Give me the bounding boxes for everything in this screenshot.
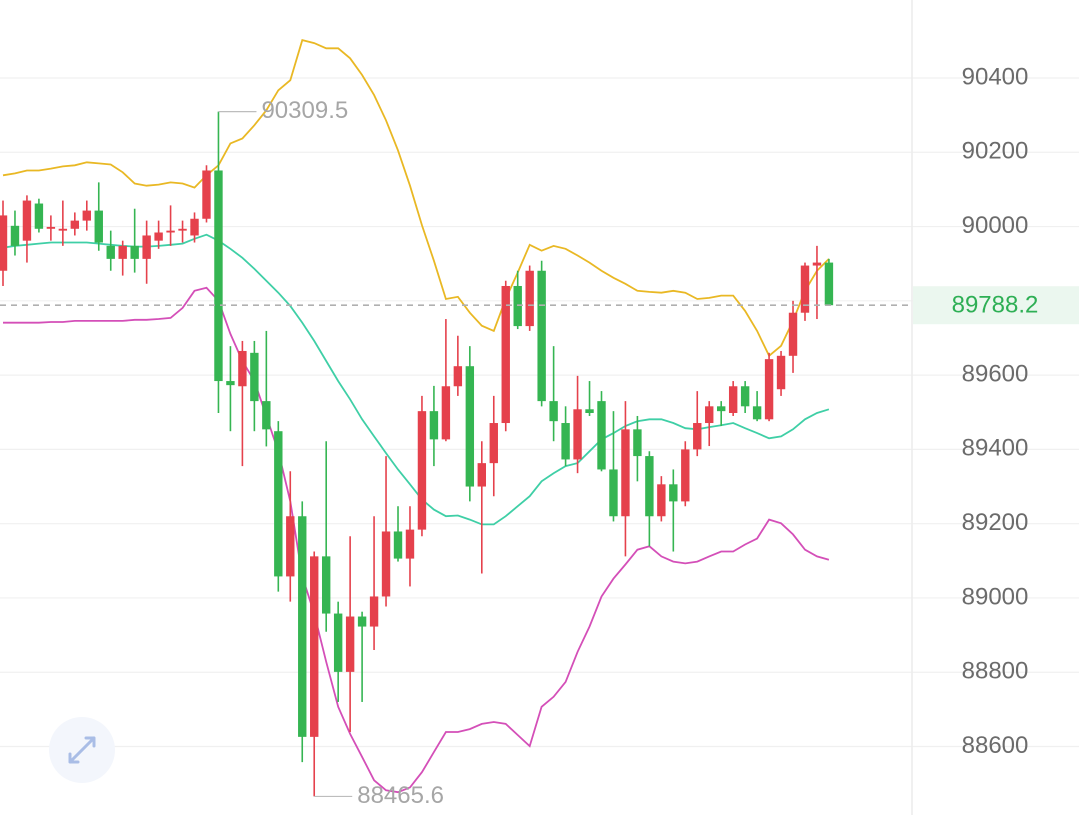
candle-body bbox=[525, 270, 534, 327]
y-tick-label: 90400 bbox=[962, 63, 1029, 90]
candle-body bbox=[681, 449, 690, 502]
candle-body bbox=[0, 215, 8, 271]
candle-body bbox=[800, 265, 810, 313]
candle-body bbox=[573, 409, 582, 460]
candle-body bbox=[417, 411, 427, 530]
candle-body bbox=[58, 228, 68, 231]
candle-body bbox=[621, 429, 630, 517]
candle-body bbox=[82, 210, 91, 221]
candle-body bbox=[585, 409, 594, 413]
candle-body bbox=[776, 355, 786, 390]
candle-body bbox=[154, 232, 163, 241]
y-tick-label: 88800 bbox=[962, 658, 1029, 685]
candle-body bbox=[106, 245, 115, 259]
candle-body bbox=[740, 386, 750, 407]
max-label: 90309.5 bbox=[261, 97, 348, 124]
candle-body bbox=[453, 366, 463, 387]
candle-body bbox=[70, 220, 80, 229]
band-line bbox=[2, 233, 830, 526]
candle-body bbox=[250, 352, 259, 402]
candle-body bbox=[597, 401, 606, 470]
bollinger-bands bbox=[2, 39, 830, 794]
candle-body bbox=[22, 200, 32, 241]
candle-body bbox=[46, 226, 56, 229]
y-tick-label: 89400 bbox=[962, 435, 1029, 462]
candles bbox=[0, 111, 834, 797]
candle-body bbox=[333, 613, 343, 672]
candle-body bbox=[477, 463, 486, 487]
candle-body bbox=[166, 230, 175, 233]
y-tick-label: 89200 bbox=[962, 509, 1029, 536]
candle-body bbox=[537, 270, 546, 402]
candle-body bbox=[717, 406, 726, 412]
candle-body bbox=[214, 170, 223, 382]
candle-body bbox=[393, 531, 403, 559]
candle-body bbox=[441, 386, 451, 440]
candle-body bbox=[130, 245, 139, 259]
candle-body bbox=[178, 228, 187, 231]
candle-body bbox=[728, 386, 738, 413]
candle-body bbox=[118, 245, 127, 259]
band-line bbox=[2, 39, 830, 358]
candle-body bbox=[202, 170, 211, 219]
y-tick-label: 88600 bbox=[962, 732, 1029, 759]
candle-body bbox=[226, 381, 235, 386]
candle-body bbox=[381, 531, 391, 597]
candle-body bbox=[321, 556, 331, 614]
candle-body bbox=[405, 529, 415, 559]
y-tick-label: 89600 bbox=[962, 360, 1029, 387]
expand-button[interactable] bbox=[49, 717, 115, 783]
candle-body bbox=[549, 401, 558, 422]
last-price-label: 89788.2 bbox=[952, 292, 1039, 319]
candle-body bbox=[345, 616, 355, 672]
candle-body bbox=[489, 423, 498, 464]
candle-body bbox=[10, 225, 20, 246]
grid bbox=[0, 77, 1079, 748]
candle-body bbox=[429, 411, 439, 440]
candle-body bbox=[609, 469, 618, 517]
candle-body bbox=[369, 596, 379, 627]
candle-body bbox=[94, 210, 103, 243]
band-line bbox=[3, 286, 830, 794]
candle-body bbox=[561, 423, 570, 460]
candle-body bbox=[788, 312, 798, 356]
candle-body bbox=[310, 556, 319, 737]
min-label: 88465.6 bbox=[357, 782, 444, 809]
candle-body bbox=[669, 484, 678, 502]
y-tick-label: 90200 bbox=[962, 138, 1029, 165]
candle-body bbox=[645, 456, 654, 517]
last-price-bg bbox=[913, 286, 1079, 325]
candle-body bbox=[693, 423, 702, 450]
candle-body bbox=[501, 285, 510, 424]
candle-body bbox=[764, 359, 774, 420]
candle-body bbox=[705, 406, 714, 424]
annotations: 90309.5 88465.6 bbox=[0, 97, 912, 809]
candle-body bbox=[824, 262, 834, 306]
candle-body bbox=[34, 203, 44, 229]
candle-body bbox=[274, 431, 283, 577]
candle-body bbox=[752, 406, 762, 420]
candle-body bbox=[262, 401, 271, 430]
candle-body bbox=[298, 516, 307, 737]
candle-body bbox=[286, 516, 295, 577]
candle-body bbox=[633, 429, 642, 457]
candle-body bbox=[513, 285, 522, 327]
candle-body bbox=[812, 262, 822, 266]
y-axis: 8860088800890008920089400896008980090000… bbox=[913, 63, 1079, 759]
candle-body bbox=[142, 235, 151, 259]
candle-body bbox=[465, 366, 475, 487]
candle-body bbox=[657, 484, 666, 517]
expand-icon[interactable] bbox=[68, 736, 96, 764]
candle-body bbox=[357, 616, 367, 627]
candle-body bbox=[238, 350, 247, 387]
candle-body bbox=[190, 218, 199, 236]
y-tick-label: 90000 bbox=[962, 212, 1029, 239]
y-tick-label: 89000 bbox=[962, 583, 1029, 610]
